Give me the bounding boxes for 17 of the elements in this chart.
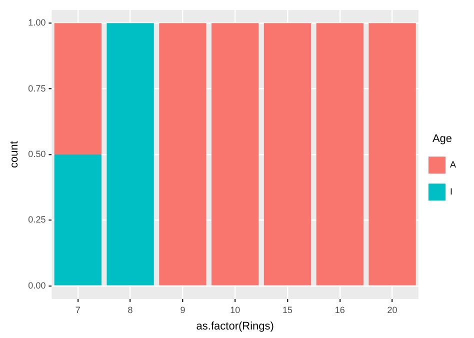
x-tick-label: 16: [334, 304, 345, 315]
x-tick-label: 20: [387, 304, 398, 315]
x-tick-label: 10: [230, 304, 240, 315]
legend-title: Age: [432, 132, 452, 145]
y-tick-label: 0.00: [28, 280, 46, 290]
x-tick-label: 9: [180, 304, 186, 315]
legend-label: A: [450, 160, 456, 170]
x-axis-title: as.factor(Rings): [196, 320, 274, 332]
y-tick-label: 0.50: [28, 148, 46, 159]
y-tick-label: 0.25: [28, 214, 46, 225]
legend-label: I: [450, 186, 453, 197]
y-axis-title: count: [8, 141, 21, 168]
x-tick-label: 7: [75, 304, 80, 315]
y-tick-label: 0.75: [28, 83, 46, 94]
x-tick-label: 8: [128, 304, 133, 315]
x-tick-label: 15: [282, 304, 293, 315]
y-tick-label: 1.00: [28, 18, 46, 28]
